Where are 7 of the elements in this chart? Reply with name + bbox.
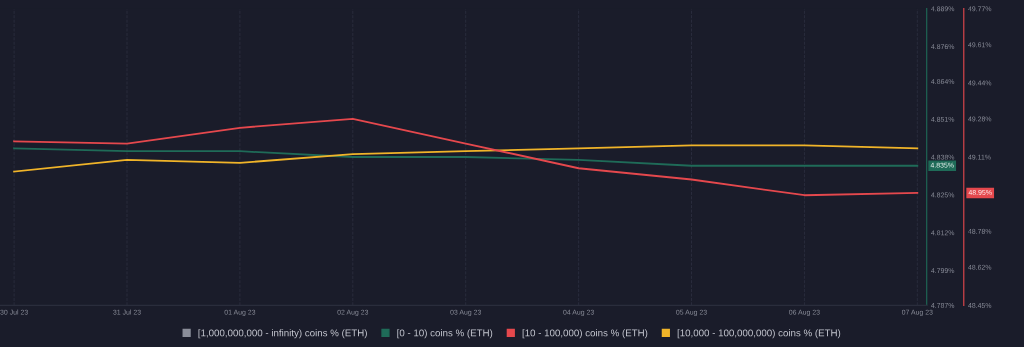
legend-label: [1,000,000,000 - infinity) coins % (ETH) bbox=[198, 329, 367, 339]
line-series bbox=[13, 144, 919, 173]
line-series bbox=[13, 117, 919, 197]
legend-label: [10,000 - 100,000,000) coins % (ETH) bbox=[677, 329, 841, 339]
legend-label: [10 - 100,000) coins % (ETH) bbox=[522, 329, 648, 339]
line-series bbox=[13, 147, 919, 167]
legend-label: [0 - 10) coins % (ETH) bbox=[397, 329, 493, 339]
